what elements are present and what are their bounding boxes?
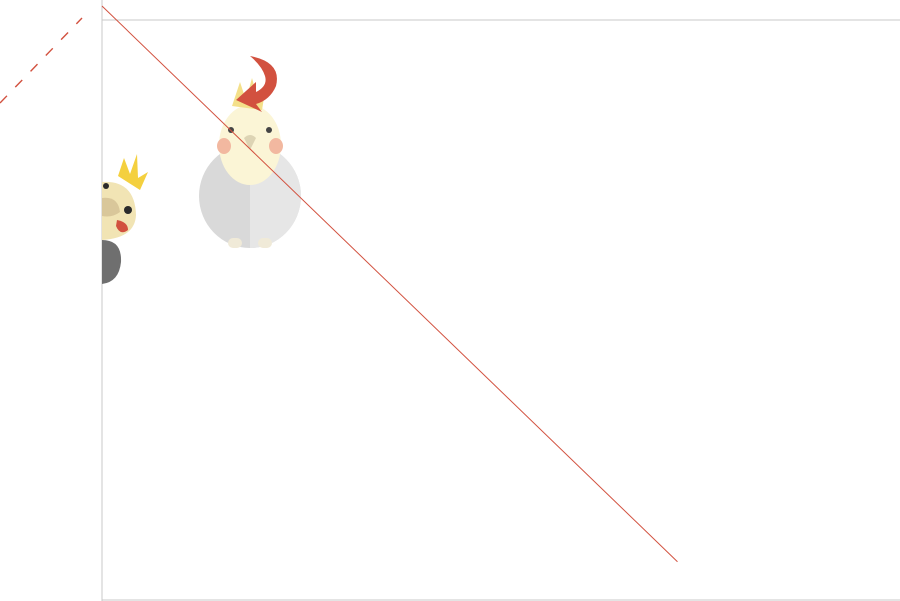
- dashed-guide: [0, 17, 83, 104]
- cockatiel-icon-left: [102, 154, 148, 284]
- rotated-ruler: [101, 5, 678, 563]
- cockatiel-icon: [199, 78, 301, 248]
- left-ruler: [101, 0, 900, 601]
- curved-arrow-icon: [236, 56, 277, 112]
